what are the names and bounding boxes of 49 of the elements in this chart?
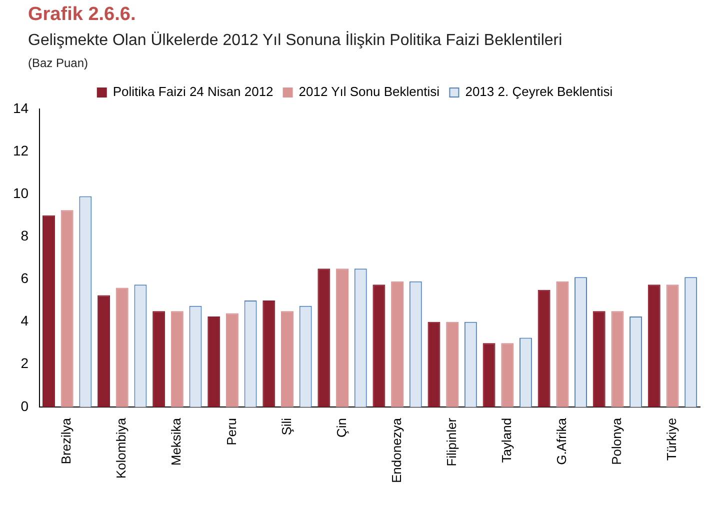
y-tick-label: 12 — [12, 142, 29, 158]
bar — [592, 311, 606, 407]
bar — [428, 322, 440, 407]
bar — [372, 284, 386, 407]
y-tick-label: 8 — [20, 228, 29, 244]
legend-label: 2013 2. Çeyrek Beklentisi — [465, 84, 613, 100]
y-tick-label: 4 — [20, 312, 29, 329]
y-tick-label: 2 — [20, 355, 29, 372]
bar — [318, 268, 330, 407]
bar — [60, 210, 74, 407]
x-tick-label: Kolombiya — [114, 417, 129, 479]
bar — [611, 311, 624, 407]
x-tick-label: Endonezya — [388, 417, 404, 484]
y-tick-label: 10 — [12, 184, 29, 201]
bar — [280, 311, 294, 407]
bar — [446, 322, 459, 407]
legend-label: 2012 Yıl Sonu Beklentisi — [298, 84, 440, 100]
bar — [556, 281, 569, 407]
bar — [336, 268, 349, 407]
bar — [501, 343, 514, 407]
bar — [208, 316, 220, 407]
x-tick-label: Filipinler — [444, 417, 459, 466]
bar — [538, 290, 550, 407]
y-tick-label: 0 — [20, 398, 29, 414]
y-axis-title: (Baz Puan) — [28, 56, 88, 70]
bar — [170, 311, 184, 407]
y-tick-label: 6 — [20, 270, 29, 286]
x-tick-label: Türkiye — [664, 418, 680, 461]
bar — [666, 284, 679, 407]
y-tick-label: 14 — [12, 100, 29, 116]
x-tick-label: Şili — [278, 418, 294, 436]
x-tick-label: Polonya — [609, 417, 624, 465]
x-tick-label: Peru — [224, 418, 239, 446]
legend-label: Politika Faizi 24 Nisan 2012 — [112, 84, 274, 100]
bar — [262, 300, 276, 407]
chart-title: Grafik 2.6.6. — [28, 4, 136, 26]
x-tick-label: G.Afrika — [554, 417, 569, 465]
x-tick-label: Brezilya — [58, 417, 74, 464]
bar — [42, 215, 55, 407]
x-tick-label: Meksika — [168, 417, 184, 466]
chart-subtitle: Gelişmekte Olan Ülkelerde 2012 Yıl Sonuna İlişkin Politika Faizi Beklentileri — [28, 32, 562, 50]
x-tick-label: Tayland — [498, 418, 514, 463]
bar — [391, 281, 404, 407]
bar — [226, 313, 238, 407]
x-tick-label: Çin — [334, 418, 349, 438]
bar — [98, 295, 110, 407]
bar — [152, 311, 166, 407]
bar — [648, 284, 660, 407]
bar — [482, 343, 496, 407]
